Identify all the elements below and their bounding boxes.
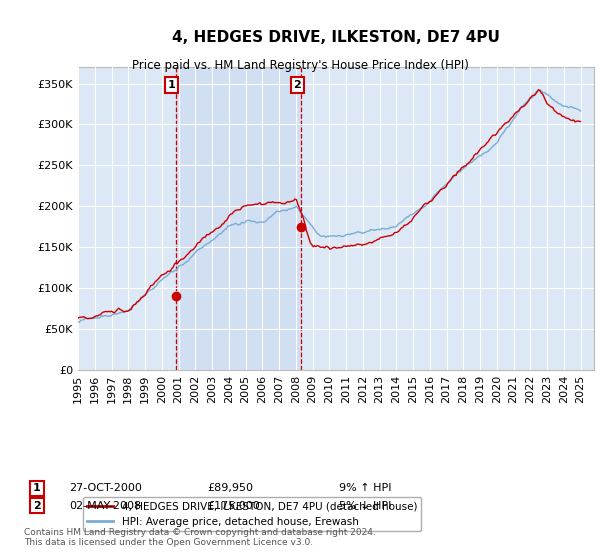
Text: 9% ↑ HPI: 9% ↑ HPI	[339, 483, 391, 493]
Text: Price paid vs. HM Land Registry's House Price Index (HPI): Price paid vs. HM Land Registry's House …	[131, 59, 469, 72]
Text: 2: 2	[33, 501, 41, 511]
Text: Contains HM Land Registry data © Crown copyright and database right 2024.
This d: Contains HM Land Registry data © Crown c…	[24, 528, 376, 547]
Text: 1: 1	[167, 80, 175, 90]
Text: 2: 2	[293, 80, 301, 90]
Text: 02-MAY-2008: 02-MAY-2008	[69, 501, 141, 511]
Bar	[176, 67, 301, 370]
Text: 1: 1	[33, 483, 41, 493]
Text: £89,950: £89,950	[207, 483, 253, 493]
Text: 5% ↓ HPI: 5% ↓ HPI	[339, 501, 391, 511]
Text: 27-OCT-2000: 27-OCT-2000	[69, 483, 142, 493]
Legend: 4, HEDGES DRIVE, ILKESTON, DE7 4PU (detached house), HPI: Average price, detache: 4, HEDGES DRIVE, ILKESTON, DE7 4PU (deta…	[83, 497, 421, 531]
Text: £175,000: £175,000	[207, 501, 260, 511]
Title: 4, HEDGES DRIVE, ILKESTON, DE7 4PU: 4, HEDGES DRIVE, ILKESTON, DE7 4PU	[172, 30, 500, 45]
